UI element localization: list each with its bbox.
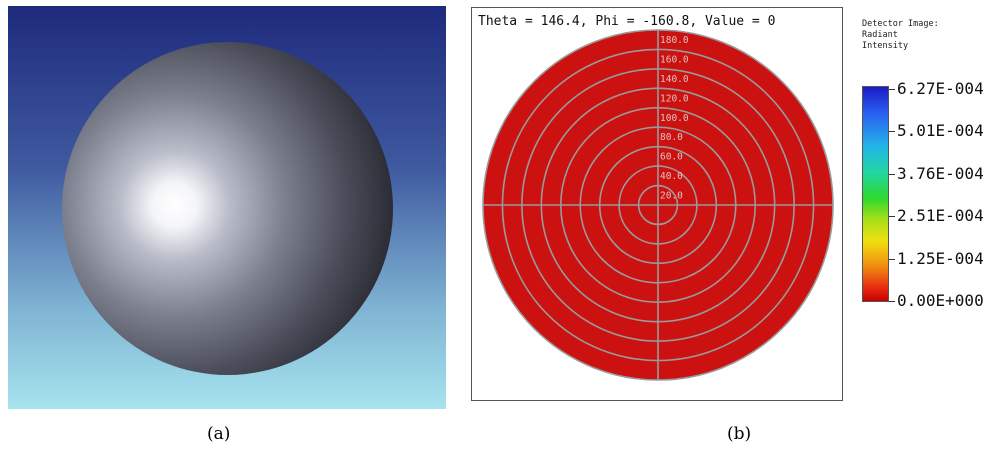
ring-label: 100.0 xyxy=(660,113,689,124)
ring-label: 180.0 xyxy=(660,35,689,46)
ring-label: 120.0 xyxy=(660,93,689,104)
detector-image-panel[interactable]: Theta = 146.4, Phi = -160.8, Value = 0 2… xyxy=(471,7,843,401)
legend-tick-label: 2.51E-004 xyxy=(897,206,984,225)
ring-label: 60.0 xyxy=(660,152,683,163)
cursor-readout: Theta = 146.4, Phi = -160.8, Value = 0 xyxy=(478,14,776,29)
legend-title-line: Intensity xyxy=(862,41,909,51)
legend-tick-mark xyxy=(889,216,895,217)
caption-a: (a) xyxy=(207,424,231,444)
ring-label: 140.0 xyxy=(660,74,689,85)
legend-title-line: Detector Image: xyxy=(862,19,939,29)
legend-tick-mark xyxy=(889,301,895,302)
legend-tick-label: 5.01E-004 xyxy=(897,121,984,140)
legend-tick-mark xyxy=(889,174,895,175)
sphere-render-panel xyxy=(8,6,446,409)
legend-tick-label: 1.25E-004 xyxy=(897,249,984,268)
legend-tick-mark xyxy=(889,259,895,260)
polar-plot[interactable]: 20.0 40.0 60.0 80.0 100.0 120.0 140.0 160.0 180.… xyxy=(472,8,843,401)
ring-label: 20.0 xyxy=(660,191,683,202)
legend-tick-label: 3.76E-004 xyxy=(897,164,984,183)
legend-title-line: Radiant xyxy=(862,30,898,40)
legend-tick-mark xyxy=(889,131,895,132)
ring-label: 160.0 xyxy=(660,54,689,65)
legend-tick-label: 0.00E+000 xyxy=(897,291,984,310)
legend-tick-label: 6.27E-004 xyxy=(897,79,984,98)
ring-label: 80.0 xyxy=(660,132,683,143)
color-scale-bar xyxy=(862,86,889,302)
ring-label: 40.0 xyxy=(660,171,683,182)
shaded-sphere xyxy=(62,42,393,375)
caption-b: (b) xyxy=(727,424,752,444)
legend-title: Detector Image: Radiant Intensity xyxy=(862,19,939,52)
legend-tick-mark xyxy=(889,89,895,90)
